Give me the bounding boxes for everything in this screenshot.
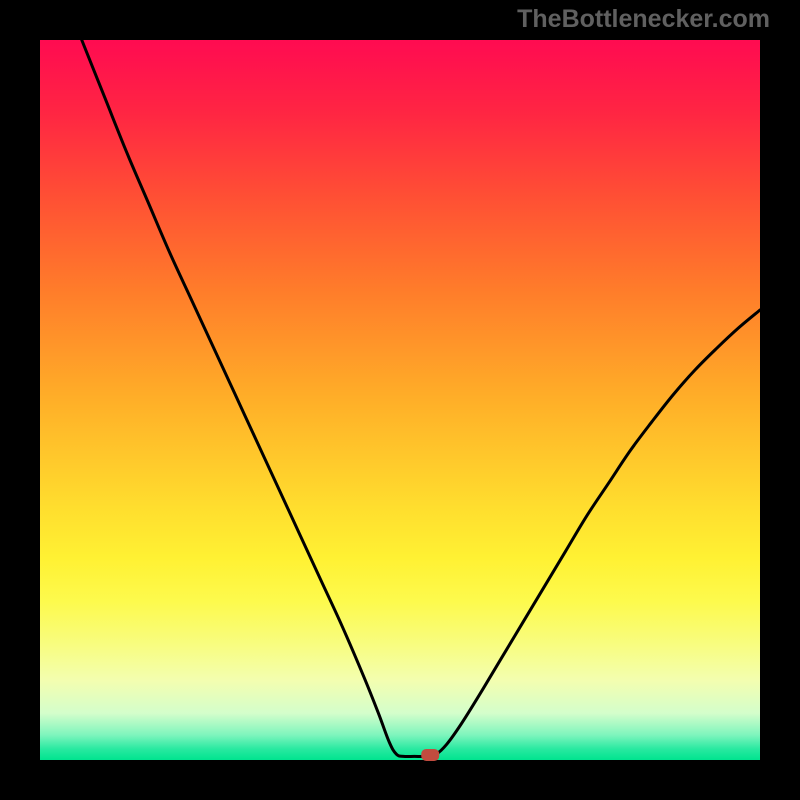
plot-area-gradient bbox=[40, 40, 760, 760]
chart-container: TheBottlenecker.com bbox=[0, 0, 800, 800]
bottleneck-chart bbox=[0, 0, 800, 800]
optimal-point-marker bbox=[421, 749, 439, 761]
watermark-text: TheBottlenecker.com bbox=[517, 5, 770, 34]
